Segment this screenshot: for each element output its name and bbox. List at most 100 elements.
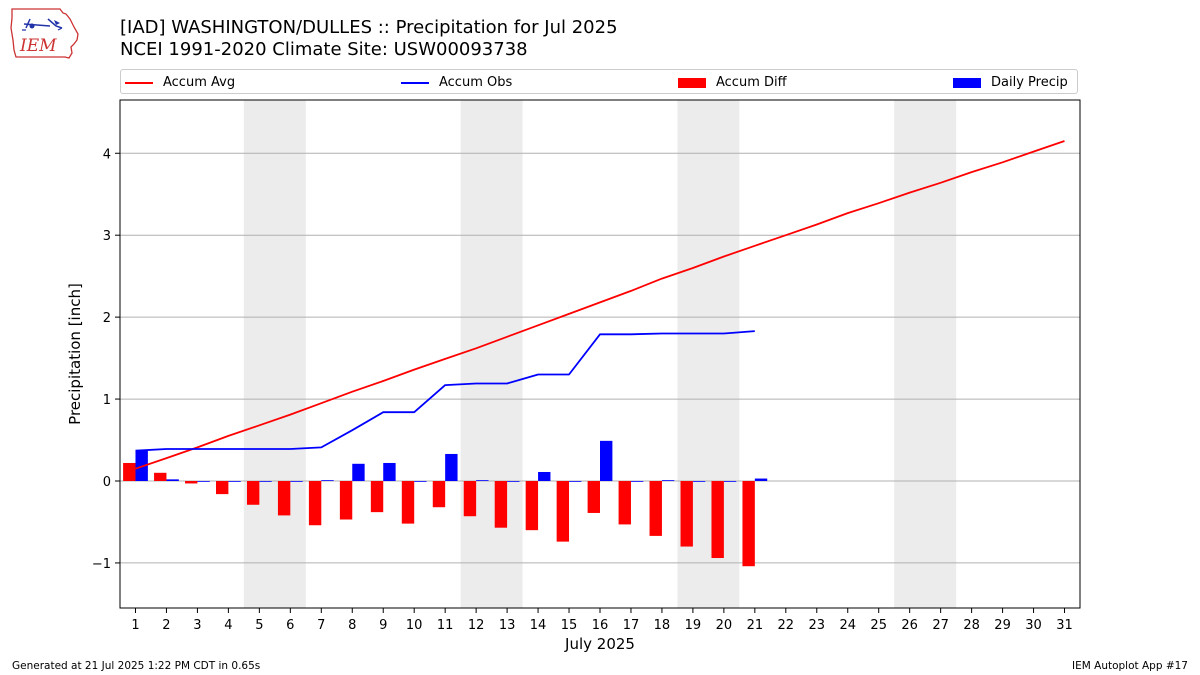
accum-diff-bar bbox=[463, 481, 477, 517]
accum-diff-bar bbox=[277, 481, 291, 516]
accum-diff-bar bbox=[185, 481, 198, 484]
x-tick-label: 23 bbox=[809, 618, 826, 633]
accum-diff-bar bbox=[308, 481, 322, 526]
x-tick-label: 11 bbox=[437, 618, 454, 633]
daily-precip-bar bbox=[321, 480, 334, 481]
legend-item-daily-precip: Daily Precip bbox=[953, 74, 1068, 91]
daily-precip-bar bbox=[538, 471, 551, 481]
legend-swatch-accum-diff bbox=[678, 77, 706, 88]
daily-precip-bar bbox=[476, 480, 489, 481]
accum-diff-bar bbox=[742, 481, 755, 567]
x-tick-label: 14 bbox=[530, 618, 547, 633]
daily-precip-bar bbox=[290, 481, 303, 482]
x-tick-label: 10 bbox=[406, 618, 423, 633]
legend-item-accum-avg: Accum Avg bbox=[125, 74, 235, 91]
accum-diff-bar bbox=[339, 481, 353, 520]
daily-precip-bar bbox=[228, 481, 241, 482]
chart-title: [IAD] WASHINGTON/DULLES :: Precipitation… bbox=[120, 17, 618, 38]
x-tick-label: 5 bbox=[255, 618, 263, 633]
daily-precip-bar bbox=[197, 481, 210, 482]
accum-diff-bar bbox=[154, 472, 167, 481]
y-tick-label: 2 bbox=[103, 311, 111, 326]
weekend-band bbox=[894, 100, 957, 608]
x-tick-label: 18 bbox=[654, 618, 671, 633]
daily-precip-bar bbox=[445, 453, 458, 481]
footer-generated: Generated at 21 Jul 2025 1:22 PM CDT in … bbox=[12, 660, 261, 672]
x-tick-label: 20 bbox=[716, 618, 733, 633]
daily-precip-bar bbox=[414, 481, 427, 482]
accum-diff-bar bbox=[216, 481, 229, 495]
daily-precip-bar bbox=[630, 481, 644, 482]
accum-diff-bar bbox=[525, 481, 539, 531]
chart-subtitle: NCEI 1991-2020 Climate Site: USW00093738 bbox=[120, 39, 528, 60]
x-tick-label: 28 bbox=[963, 618, 980, 633]
x-tick-label: 6 bbox=[286, 618, 294, 633]
x-tick-label: 19 bbox=[685, 618, 702, 633]
legend-item-accum-diff: Accum Diff bbox=[678, 74, 787, 91]
legend-swatch-accum-avg bbox=[125, 81, 153, 84]
daily-precip-bar bbox=[259, 481, 272, 482]
accum-diff-bar bbox=[401, 481, 415, 524]
accum-diff-bar bbox=[649, 481, 662, 536]
daily-precip-bar bbox=[723, 481, 737, 482]
legend-label-daily-precip: Daily Precip bbox=[991, 75, 1068, 90]
x-tick-label: 17 bbox=[623, 618, 640, 633]
accum-diff-bar bbox=[370, 481, 384, 513]
x-tick-label: 9 bbox=[379, 618, 387, 633]
daily-precip-bar bbox=[661, 480, 675, 481]
accum-diff-bar bbox=[618, 481, 631, 525]
legend-label-accum-diff: Accum Diff bbox=[716, 75, 787, 90]
x-tick-label: 27 bbox=[932, 618, 949, 633]
footer-app: IEM Autoplot App #17 bbox=[1072, 660, 1188, 672]
iem-logo: IEM bbox=[10, 8, 79, 59]
accum-diff-bar bbox=[246, 481, 260, 505]
x-tick-label: 22 bbox=[778, 618, 795, 633]
daily-precip-bar bbox=[600, 440, 613, 481]
weekend-band bbox=[243, 100, 306, 608]
accum-obs-line bbox=[135, 330, 755, 452]
x-tick-label: 7 bbox=[317, 618, 325, 633]
x-tick-label: 12 bbox=[468, 618, 485, 633]
lines bbox=[135, 140, 1065, 470]
accum-diff-bar bbox=[556, 481, 570, 542]
x-tick-label: 13 bbox=[499, 618, 516, 633]
legend: Accum Avg Accum Obs Accum Diff Daily Pre… bbox=[120, 69, 1078, 94]
y-tick-label: 0 bbox=[103, 475, 111, 490]
y-tick-label: 1 bbox=[103, 393, 111, 408]
weekend-band bbox=[460, 100, 523, 608]
y-tick-label: −1 bbox=[92, 557, 111, 572]
x-tick-label: 26 bbox=[901, 618, 918, 633]
daily-precip-bar bbox=[754, 478, 768, 481]
daily-precip-bar bbox=[569, 481, 582, 482]
logo-text: IEM bbox=[19, 36, 57, 56]
legend-swatch-daily-precip bbox=[953, 77, 981, 88]
x-tick-label: 29 bbox=[994, 618, 1011, 633]
daily-precip-bar bbox=[383, 462, 396, 481]
daily-precip-bar bbox=[166, 479, 179, 481]
y-tick-label: 3 bbox=[103, 229, 111, 244]
x-axis-label: July 2025 bbox=[564, 635, 635, 653]
legend-swatch-accum-obs bbox=[401, 81, 429, 84]
bars bbox=[123, 440, 768, 567]
x-tick-label: 15 bbox=[561, 618, 578, 633]
accum-diff-bar bbox=[680, 481, 693, 547]
y-tick-label: 4 bbox=[103, 147, 111, 162]
legend-label-accum-avg: Accum Avg bbox=[163, 75, 236, 90]
accum-diff-bar bbox=[587, 481, 600, 513]
x-tick-label: 25 bbox=[870, 618, 887, 633]
accum-diff-bar bbox=[711, 481, 724, 559]
x-tick-label: 1 bbox=[131, 618, 139, 633]
x-tick-label: 8 bbox=[348, 618, 356, 633]
y-axis-label: Precipitation [inch] bbox=[66, 283, 84, 425]
accum-diff-bar bbox=[123, 462, 136, 481]
legend-item-accum-obs: Accum Obs bbox=[401, 74, 512, 91]
accum-diff-bar bbox=[432, 481, 446, 508]
accum-avg-line bbox=[135, 140, 1065, 470]
weekend-shading bbox=[243, 100, 957, 608]
x-tick-label: 31 bbox=[1056, 618, 1073, 633]
daily-precip-bar bbox=[692, 481, 706, 482]
x-tick-label: 3 bbox=[193, 618, 201, 633]
accum-diff-bar bbox=[494, 481, 508, 528]
